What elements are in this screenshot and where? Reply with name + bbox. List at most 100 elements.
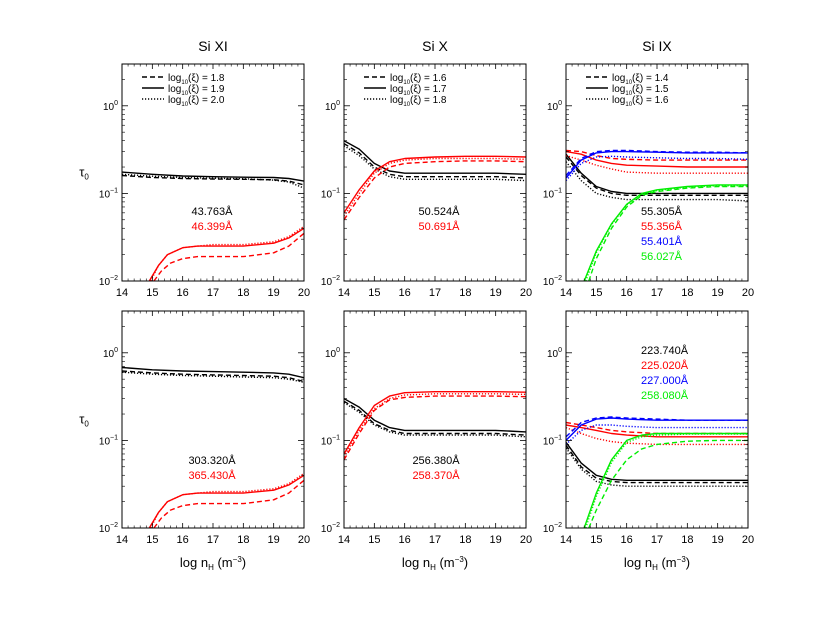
y-tick-label: 10−1 <box>543 434 562 447</box>
series-line-red-dashed <box>566 421 748 435</box>
series-line-red-dotted <box>344 393 526 458</box>
legend-prefix: log <box>390 73 403 84</box>
y-tick-exp: −2 <box>332 275 340 282</box>
x-axis-label-sub: H <box>430 563 436 572</box>
series-group <box>344 140 526 221</box>
y-tick-base: 10 <box>321 189 333 200</box>
series-line-red-dotted <box>566 426 748 446</box>
series-group <box>122 366 304 528</box>
x-axis-label-unit: (m <box>214 555 233 570</box>
x-tick-label: 17 <box>207 534 219 546</box>
legend-mid: (ξ) <box>410 84 421 95</box>
x-tick-label: 20 <box>298 287 310 299</box>
y-tick-exp: −2 <box>554 275 562 282</box>
line-label-red: 50.691Å <box>419 220 461 233</box>
y-tick-exp: −1 <box>554 434 562 441</box>
y-tick-label: 10−2 <box>99 275 118 288</box>
y-tick-exp: 0 <box>558 100 562 107</box>
line-label-red: 225.020Å <box>641 359 689 372</box>
series-line-black-solid <box>122 171 304 182</box>
x-axis-label: log nH (m−3) <box>180 555 246 572</box>
x-tick-label: 20 <box>742 287 754 299</box>
x-tick-label: 18 <box>237 287 249 299</box>
y-tick-exp: −1 <box>554 187 562 194</box>
x-tick-label: 17 <box>429 287 441 299</box>
x-tick-label: 17 <box>207 287 219 299</box>
legend-value: = 1.7 <box>421 84 447 95</box>
legend-prefix: log <box>168 95 181 106</box>
legend-prefix: log <box>390 95 403 106</box>
legend-label: log10(ξ) = 1.8 <box>390 95 447 108</box>
y-axis-label-sub: 0 <box>84 420 89 429</box>
x-tick-label: 14 <box>116 534 128 546</box>
series-line-red-solid <box>566 424 748 438</box>
y-tick-label: 100 <box>547 100 562 113</box>
legend-value: = 1.4 <box>643 73 669 84</box>
y-tick-exp: 0 <box>336 100 340 107</box>
line-label-red: 258.370Å <box>412 469 460 482</box>
series-group <box>566 416 748 528</box>
line-label-black: 55.305Å <box>641 205 683 218</box>
x-tick-label: 16 <box>621 534 633 546</box>
x-tick-label: 15 <box>368 287 380 299</box>
y-tick-base: 10 <box>325 349 337 360</box>
x-tick-label: 15 <box>368 534 380 546</box>
legend-sub: 10 <box>403 80 410 86</box>
x-tick-label: 19 <box>712 287 724 299</box>
y-tick-exp: −1 <box>110 187 118 194</box>
y-tick-label: 10−1 <box>99 187 118 200</box>
x-tick-label: 19 <box>490 287 502 299</box>
x-axis-label: log nH (m−3) <box>624 555 690 572</box>
legend-value: = 1.9 <box>199 84 225 95</box>
series-line-red-solid <box>148 227 304 281</box>
legend-sub: 10 <box>625 102 632 108</box>
x-axis-label-unit: (m <box>658 555 677 570</box>
y-tick-base: 10 <box>321 277 333 288</box>
x-tick-label: 20 <box>520 534 532 546</box>
y-tick-base: 10 <box>103 102 115 113</box>
x-axis-label-sup: −3 <box>677 555 687 564</box>
y-tick-base: 10 <box>325 102 337 113</box>
series-line-black-solid <box>344 140 526 175</box>
x-tick-label: 17 <box>651 534 663 546</box>
x-tick-label: 15 <box>590 534 602 546</box>
y-tick-label: 100 <box>103 347 118 360</box>
y-axis-label-sub: 0 <box>84 173 89 182</box>
legend-prefix: log <box>612 84 625 95</box>
x-tick-label: 18 <box>459 287 471 299</box>
legend-value: = 1.8 <box>421 95 447 106</box>
legend-mid: (ξ) <box>410 95 421 106</box>
legend-mid: (ξ) <box>188 95 199 106</box>
legend-label: log10(ξ) = 1.7 <box>390 84 447 97</box>
series-line-black-dotted <box>566 161 748 202</box>
x-tick-label: 19 <box>712 534 724 546</box>
series-line-red-dashed <box>344 160 526 221</box>
x-tick-label: 19 <box>268 534 280 546</box>
legend-mid: (ξ) <box>632 84 643 95</box>
line-label-green: 258.080Å <box>641 389 689 402</box>
legend-label: log10(ξ) = 1.8 <box>168 73 225 86</box>
y-tick-base: 10 <box>99 277 111 288</box>
series-line-red-dashed <box>153 479 304 528</box>
line-label-blue: 227.000Å <box>641 374 689 387</box>
series-line-blue-dashed <box>566 149 748 176</box>
series-line-red-dashed <box>344 395 526 461</box>
y-tick-base: 10 <box>543 277 555 288</box>
legend-prefix: log <box>612 95 625 106</box>
series-line-black-dashed <box>344 143 526 179</box>
series-line-red-dashed <box>153 232 304 281</box>
x-tick-label: 16 <box>399 287 411 299</box>
y-tick-label: 10−2 <box>99 522 118 535</box>
line-label-black: 43.763Å <box>192 205 234 218</box>
y-tick-exp: −2 <box>110 522 118 529</box>
series-group <box>122 171 304 281</box>
legend-value: = 1.6 <box>421 73 447 84</box>
series-group <box>344 391 526 461</box>
x-tick-label: 15 <box>146 287 158 299</box>
series-line-red-dotted <box>150 225 304 281</box>
panel-title: Si X <box>422 38 448 54</box>
x-tick-label: 17 <box>429 534 441 546</box>
